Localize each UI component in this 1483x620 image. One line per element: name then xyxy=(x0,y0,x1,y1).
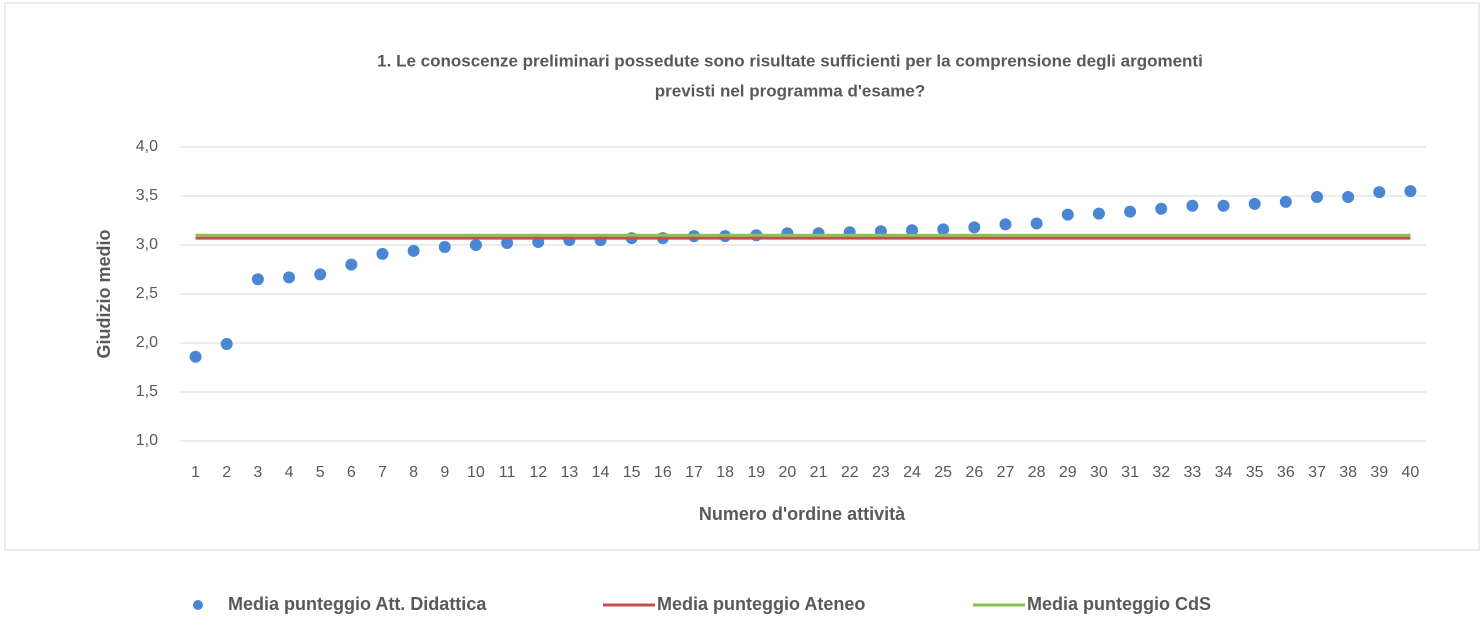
legend-label: Media punteggio Att. Didattica xyxy=(228,594,487,614)
x-tick-label: 13 xyxy=(560,464,578,481)
x-tick-label: 11 xyxy=(499,464,516,481)
x-tick-label: 15 xyxy=(623,464,641,481)
data-point xyxy=(968,221,981,234)
x-tick-label: 20 xyxy=(779,464,797,481)
x-tick-label: 12 xyxy=(529,464,547,481)
data-point xyxy=(1373,186,1386,199)
x-tick-label: 16 xyxy=(654,464,672,481)
x-tick-label: 3 xyxy=(253,464,262,481)
x-tick-label: 2 xyxy=(222,464,231,481)
data-point xyxy=(937,223,950,236)
data-point xyxy=(501,237,514,250)
data-point xyxy=(283,271,296,284)
data-point xyxy=(999,218,1012,231)
x-tick-label: 40 xyxy=(1402,464,1420,481)
data-point xyxy=(189,350,202,363)
x-tick-label: 7 xyxy=(378,464,387,481)
data-point xyxy=(251,273,264,286)
x-tick-label: 31 xyxy=(1121,464,1139,481)
y-tick-label: 3,5 xyxy=(136,187,158,204)
legend-label: Media punteggio CdS xyxy=(1027,594,1211,614)
data-point xyxy=(1186,199,1199,212)
data-point xyxy=(1279,195,1292,208)
data-point xyxy=(1404,185,1417,198)
legend-label: Media punteggio Ateneo xyxy=(657,594,865,614)
data-point xyxy=(407,244,420,257)
x-tick-label: 9 xyxy=(440,464,449,481)
y-tick-label: 1,0 xyxy=(136,432,158,449)
y-tick-label: 3,0 xyxy=(136,236,158,253)
data-point xyxy=(1061,208,1074,221)
x-tick-label: 27 xyxy=(997,464,1015,481)
x-tick-label: 21 xyxy=(810,464,828,481)
data-point xyxy=(1092,207,1105,220)
x-tick-label: 30 xyxy=(1090,464,1108,481)
x-tick-label: 39 xyxy=(1370,464,1388,481)
data-point xyxy=(220,337,233,350)
y-tick-label: 1,5 xyxy=(136,383,158,400)
x-tick-label: 25 xyxy=(934,464,952,481)
x-tick-label: 10 xyxy=(467,464,485,481)
x-tick-label: 23 xyxy=(872,464,890,481)
x-tick-label: 22 xyxy=(841,464,859,481)
y-tick-label: 2,0 xyxy=(136,334,158,351)
x-tick-label: 8 xyxy=(409,464,418,481)
x-tick-label: 37 xyxy=(1308,464,1326,481)
x-tick-label: 38 xyxy=(1339,464,1357,481)
data-point xyxy=(438,240,451,253)
legend-swatch xyxy=(193,600,203,610)
x-axis-title: Numero d'ordine attività xyxy=(699,504,906,524)
x-tick-label: 28 xyxy=(1028,464,1046,481)
chart-title: 1. Le conoscenze preliminari possedute s… xyxy=(377,51,1203,70)
x-tick-label: 26 xyxy=(965,464,983,481)
data-point xyxy=(1310,190,1323,203)
x-tick-label: 33 xyxy=(1183,464,1201,481)
x-tick-label: 18 xyxy=(716,464,734,481)
chart-frame xyxy=(4,2,1480,551)
data-point xyxy=(1342,190,1355,203)
data-point xyxy=(469,239,482,251)
x-tick-label: 24 xyxy=(903,464,921,481)
y-tick-label: 2,5 xyxy=(136,285,158,302)
x-tick-label: 34 xyxy=(1215,464,1233,481)
data-point xyxy=(906,224,919,237)
chart-title: previsti nel programma d'esame? xyxy=(655,81,925,100)
x-tick-label: 35 xyxy=(1246,464,1264,481)
x-tick-label: 29 xyxy=(1059,464,1077,481)
x-tick-label: 4 xyxy=(285,464,294,481)
data-point xyxy=(345,258,358,271)
x-tick-label: 14 xyxy=(592,464,610,481)
x-tick-label: 17 xyxy=(685,464,703,481)
data-point xyxy=(1217,199,1230,212)
x-tick-label: 36 xyxy=(1277,464,1295,481)
x-tick-label: 5 xyxy=(316,464,325,481)
y-tick-label: 4,0 xyxy=(136,138,158,155)
data-point xyxy=(314,268,327,281)
x-tick-label: 32 xyxy=(1152,464,1170,481)
data-point xyxy=(1030,217,1043,230)
data-point xyxy=(1124,205,1137,218)
data-point xyxy=(1155,202,1168,215)
y-axis-title: Giudizio medio xyxy=(94,229,114,358)
x-tick-label: 1 xyxy=(191,464,200,481)
data-point xyxy=(1248,197,1261,210)
x-tick-label: 19 xyxy=(747,464,765,481)
x-tick-label: 6 xyxy=(347,464,356,481)
data-point xyxy=(376,247,389,260)
